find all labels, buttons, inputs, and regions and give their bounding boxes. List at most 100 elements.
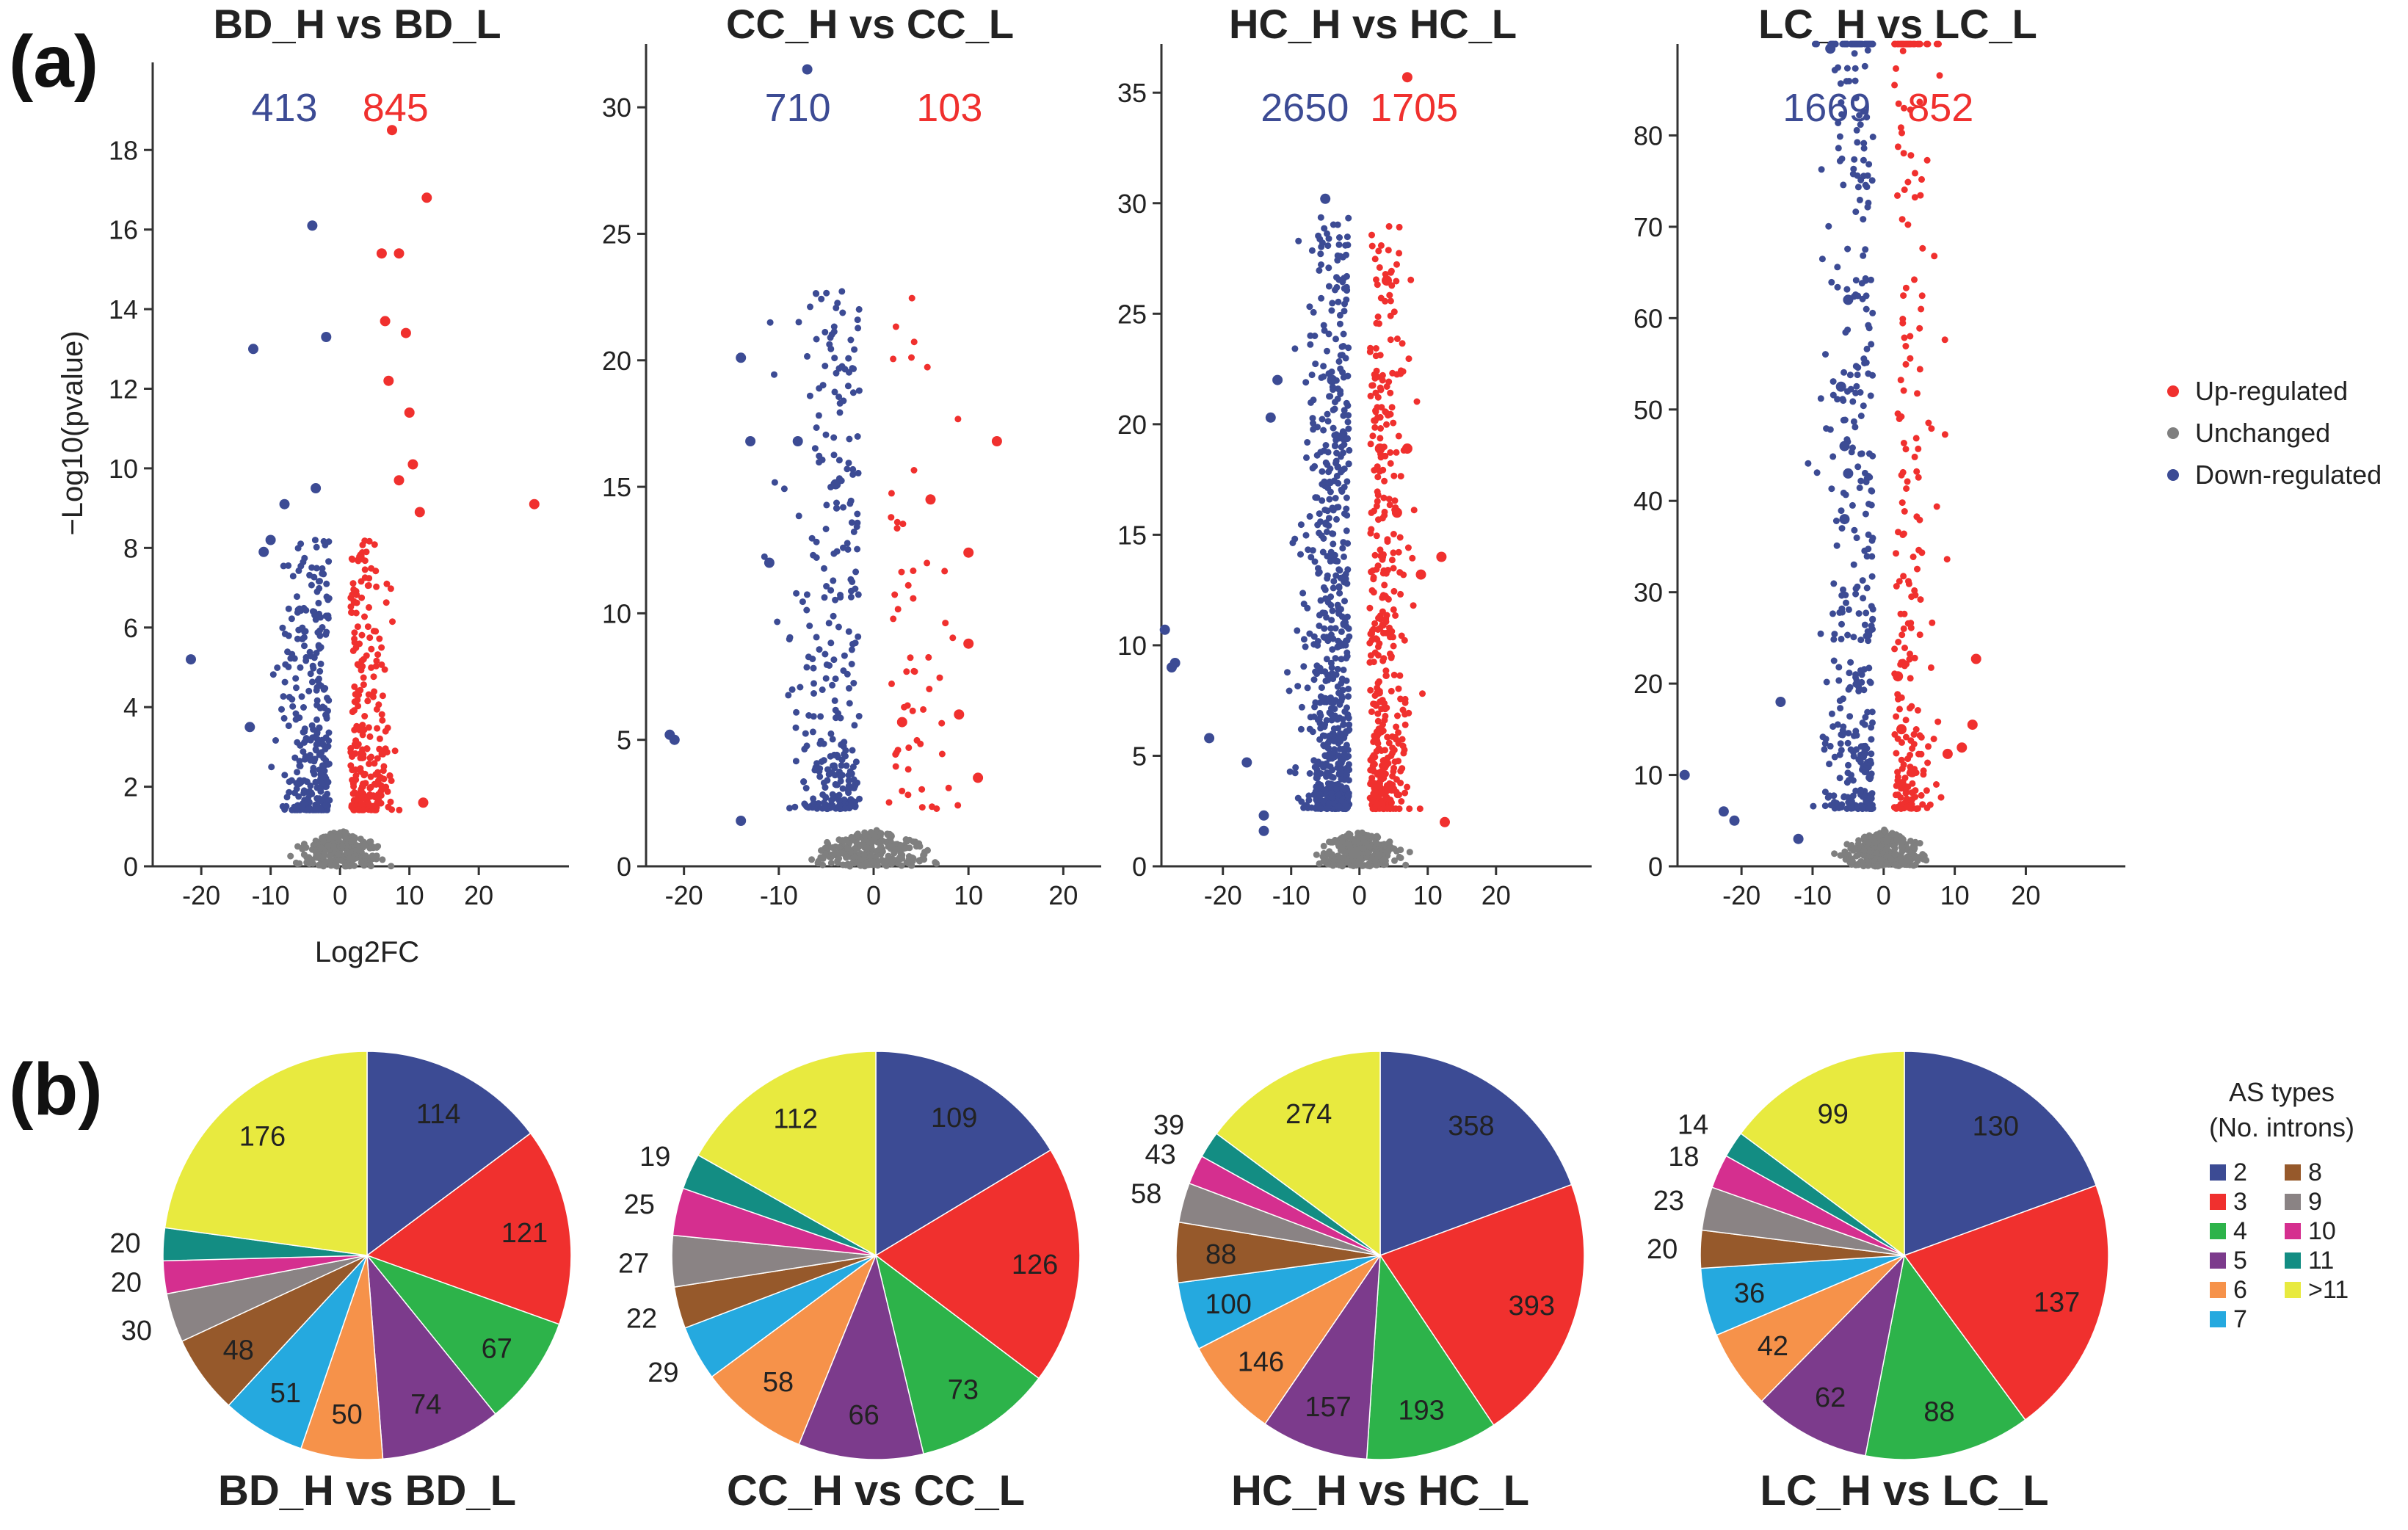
- unchanged-point: [1346, 831, 1354, 838]
- up-point: [378, 750, 385, 758]
- down-point: [1294, 627, 1301, 634]
- down-point: [314, 677, 322, 684]
- down-point: [822, 431, 830, 438]
- up-point: [1372, 352, 1379, 360]
- down-point: [1304, 439, 1311, 446]
- down-point: [1868, 501, 1875, 509]
- down-point: [1321, 478, 1328, 485]
- down-point: [1345, 693, 1352, 700]
- up-point: [1899, 499, 1906, 507]
- up-point: [351, 629, 358, 637]
- down-point: [1813, 469, 1821, 476]
- y-tick-label: 8: [123, 533, 138, 563]
- down-point: [1869, 534, 1876, 542]
- up-point: [1390, 419, 1397, 427]
- down-point: [305, 806, 312, 813]
- down-point: [1330, 635, 1337, 642]
- up-point: [1379, 622, 1387, 629]
- up-point: [1405, 709, 1412, 717]
- up-point: [1900, 150, 1907, 157]
- down-point: [286, 694, 293, 700]
- down-point: [844, 545, 852, 553]
- down-point: [1294, 683, 1302, 690]
- down-point: [1848, 799, 1855, 806]
- up-point: [1373, 566, 1380, 573]
- up-point: [1923, 804, 1931, 811]
- down-point: [1868, 724, 1875, 731]
- down-point: [1845, 730, 1852, 737]
- down-point: [292, 716, 300, 723]
- down-point: [1345, 625, 1352, 632]
- down-point: [1860, 402, 1867, 410]
- pie-slice: [1904, 1051, 2097, 1257]
- down-point: [1319, 761, 1326, 768]
- down-point: [1334, 257, 1341, 264]
- up-point: [366, 761, 373, 767]
- unchanged-point: [315, 852, 322, 860]
- down-point: [786, 805, 793, 812]
- up-point: [905, 744, 913, 751]
- pie-slice: [697, 1051, 877, 1257]
- down-point: [829, 681, 836, 689]
- up-point: [389, 618, 396, 626]
- down-point: [842, 753, 849, 760]
- down-point: [1341, 553, 1347, 560]
- unchanged-point: [1923, 857, 1930, 864]
- unchanged-point: [1406, 849, 1413, 856]
- down-point: [1866, 628, 1874, 635]
- up-point: [1368, 382, 1376, 389]
- up-point: [925, 653, 932, 661]
- down-point: [1335, 241, 1343, 248]
- y-tick-label: 35: [1117, 78, 1147, 108]
- pie-value-label: 88: [1923, 1397, 1954, 1428]
- up-point: [368, 753, 375, 761]
- down-point: [1856, 196, 1863, 203]
- down-point: [316, 704, 324, 711]
- down-point: [1838, 507, 1845, 515]
- down-point: [1865, 473, 1871, 479]
- down-point: [1862, 246, 1869, 253]
- up-point: [379, 717, 386, 724]
- up-point: [1387, 389, 1394, 396]
- down-point: [803, 742, 810, 750]
- down-point: [1827, 742, 1834, 750]
- unchanged-point: [1890, 842, 1898, 849]
- down-point: [1853, 126, 1860, 134]
- down-point: [1317, 214, 1324, 221]
- down-point: [1302, 379, 1310, 386]
- down-point: [833, 504, 840, 512]
- unchanged-point: [1374, 840, 1381, 847]
- up-point: [1377, 425, 1384, 432]
- down-point: [1343, 655, 1350, 661]
- down-point: [297, 607, 305, 614]
- down-point: [291, 754, 299, 761]
- down-point: [1340, 667, 1347, 673]
- up-point: [1367, 652, 1374, 659]
- up-point: [366, 733, 374, 740]
- up-point: [1380, 757, 1388, 764]
- up-point: [1374, 474, 1382, 481]
- up-point: [1383, 612, 1390, 619]
- down-point: [323, 711, 330, 719]
- up-point: [1371, 255, 1379, 263]
- unchanged-point: [1891, 851, 1899, 858]
- down-point: [1333, 274, 1340, 281]
- down-point: [816, 646, 823, 653]
- up-outlier-point: [421, 192, 432, 203]
- up-point: [1899, 739, 1905, 746]
- plot-title: BD_H vs BD_L: [213, 1, 501, 47]
- down-point: [274, 664, 281, 671]
- up-point: [360, 751, 367, 758]
- down-point: [831, 697, 838, 704]
- down-point: [1321, 586, 1329, 593]
- down-point: [791, 803, 799, 811]
- down-outlier-point: [1825, 43, 1836, 54]
- down-point: [1338, 697, 1345, 705]
- pie-slice: [366, 1051, 532, 1257]
- up-point: [361, 566, 369, 573]
- x-tick-label: -20: [1204, 880, 1242, 910]
- down-point: [1829, 391, 1837, 399]
- y-tick-label: 30: [602, 93, 631, 123]
- unchanged-point: [827, 860, 835, 867]
